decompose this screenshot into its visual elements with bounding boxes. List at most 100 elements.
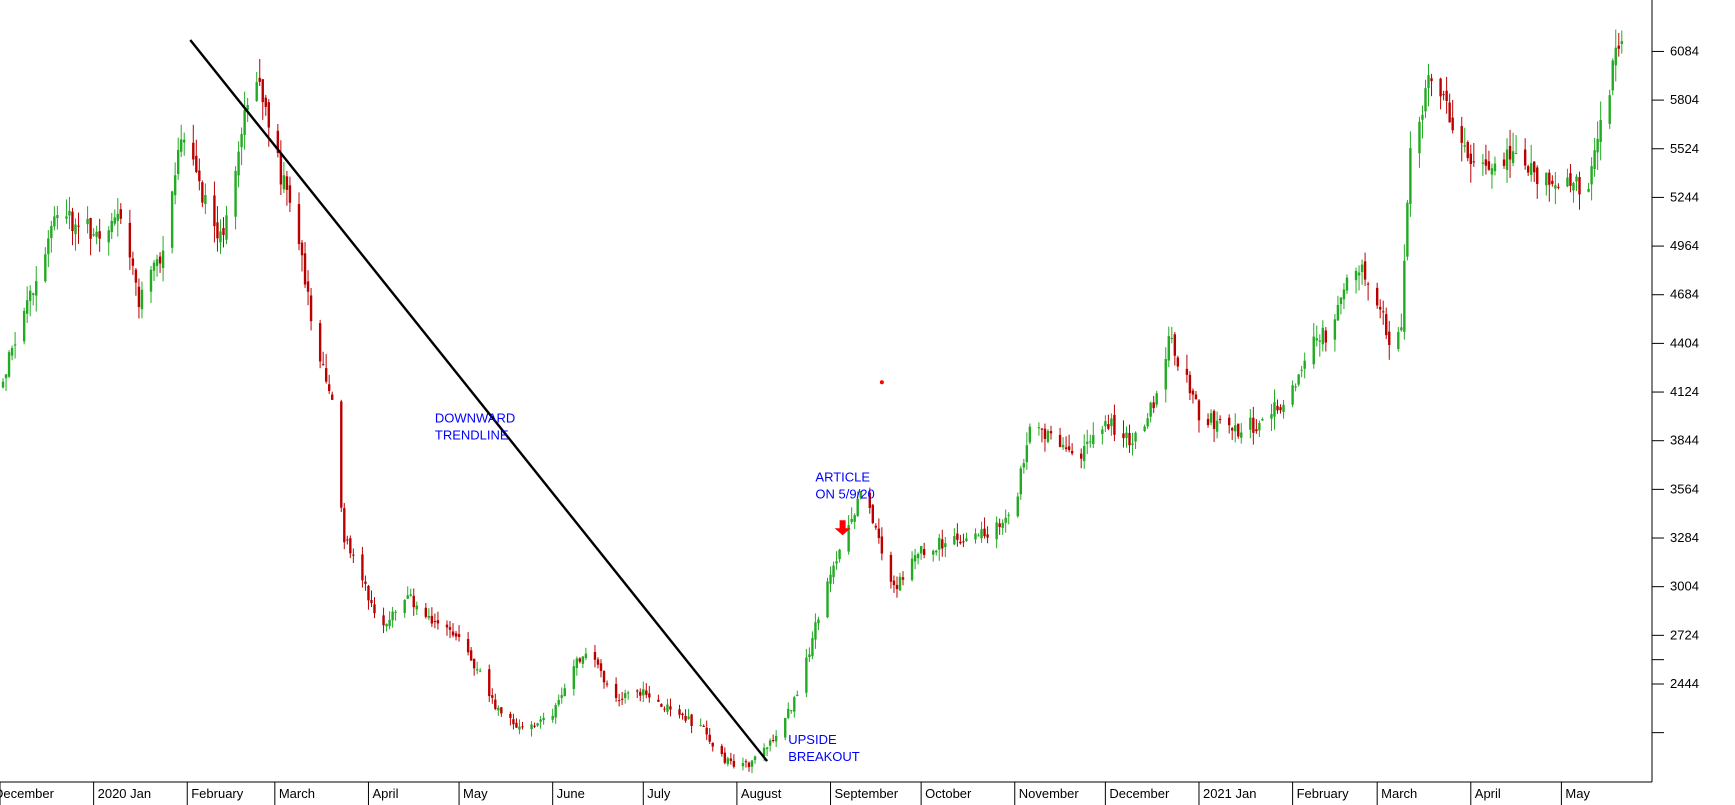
y-tick-label: 5524 — [1670, 141, 1699, 156]
candle — [1064, 436, 1068, 452]
candle — [771, 734, 775, 743]
candle — [563, 683, 566, 697]
candle-body — [448, 627, 452, 630]
candle-body — [699, 725, 702, 727]
candle-body — [578, 658, 582, 662]
y-tick-label: 6084 — [1670, 43, 1699, 58]
candle-body — [1237, 423, 1240, 437]
candle-body — [980, 529, 983, 539]
candle — [29, 285, 32, 317]
candle-body — [1134, 432, 1137, 442]
candle — [726, 756, 730, 767]
candle — [747, 761, 751, 772]
candle-body — [500, 707, 503, 714]
candle — [364, 575, 367, 591]
candle — [1270, 403, 1273, 432]
candle-body — [1212, 411, 1216, 429]
candle-body — [382, 615, 385, 626]
candle — [451, 623, 455, 638]
candle-body — [1104, 421, 1107, 427]
candle — [1107, 414, 1110, 431]
candle — [1240, 423, 1243, 444]
candle-body — [86, 218, 89, 225]
x-tick-label: May — [1565, 786, 1590, 801]
annotations: DOWNWARD TRENDLINE ARTICLE ON 5/9/20 UPSIDE B… — [435, 380, 884, 764]
candle — [1083, 434, 1086, 469]
candle — [466, 632, 470, 656]
candle-body — [436, 620, 440, 624]
candle-body — [1128, 432, 1131, 446]
candle — [412, 588, 415, 616]
candle — [551, 708, 554, 723]
candle-body — [614, 683, 618, 698]
candle-body — [1493, 163, 1497, 172]
candle — [1566, 168, 1569, 188]
candle — [626, 690, 630, 700]
candle — [895, 576, 899, 598]
candle — [768, 738, 772, 752]
candle-body — [572, 666, 576, 689]
candle — [623, 689, 627, 704]
candle — [1363, 252, 1367, 286]
candle-body — [768, 740, 772, 746]
candle-body — [113, 217, 116, 224]
candle — [1040, 427, 1044, 443]
candle — [1249, 408, 1252, 439]
candle-body — [116, 213, 119, 221]
candle-body — [1001, 522, 1004, 528]
candle — [119, 203, 123, 224]
candle-body — [1590, 166, 1593, 185]
candle — [1016, 492, 1019, 518]
candle — [56, 206, 59, 230]
candle-body — [475, 669, 479, 671]
y-tick-label: 4124 — [1670, 384, 1699, 399]
candle — [430, 607, 434, 627]
x-tick-label: September — [835, 786, 899, 801]
candle — [919, 546, 923, 560]
candle — [1167, 326, 1170, 368]
candle-body — [1089, 441, 1092, 443]
candle — [89, 217, 92, 256]
candle-body — [1342, 289, 1346, 300]
candle-body — [557, 699, 560, 705]
candle-body — [711, 742, 714, 747]
candle — [687, 708, 690, 720]
x-tick-label: December — [0, 786, 55, 801]
candle-body — [796, 694, 799, 696]
candle-body — [213, 195, 216, 227]
candle-body — [433, 621, 437, 623]
candle-body — [938, 537, 941, 550]
candle — [533, 722, 536, 728]
candle — [584, 647, 588, 661]
candle — [901, 571, 905, 586]
candle-body — [892, 580, 896, 586]
annotation-label: DOWNWARD TRENDLINE — [435, 410, 515, 442]
candle — [765, 746, 769, 757]
candle — [137, 278, 141, 319]
candle-body — [1360, 264, 1364, 273]
candle — [1533, 161, 1536, 182]
candle-body — [774, 735, 778, 742]
annotation-line: DOWNWARD — [435, 410, 515, 425]
candle — [92, 228, 95, 237]
candle-body — [364, 581, 367, 584]
y-tick-label: 5804 — [1670, 92, 1699, 107]
candle — [1593, 137, 1596, 177]
candle-body — [331, 394, 334, 400]
candle — [838, 548, 841, 563]
candle-body — [180, 139, 183, 152]
candle-body — [1614, 47, 1617, 66]
candle-body — [373, 604, 376, 614]
candle — [1, 378, 5, 389]
candle — [1596, 121, 1599, 170]
candle-body — [415, 605, 418, 610]
candle — [1273, 389, 1276, 430]
candle — [808, 647, 811, 662]
candle-body — [25, 300, 29, 314]
candle-body — [1424, 88, 1427, 112]
candle — [1058, 427, 1062, 448]
candle — [515, 718, 518, 729]
candle-body — [1092, 435, 1095, 445]
candle — [500, 707, 503, 717]
candle-body — [765, 747, 769, 750]
